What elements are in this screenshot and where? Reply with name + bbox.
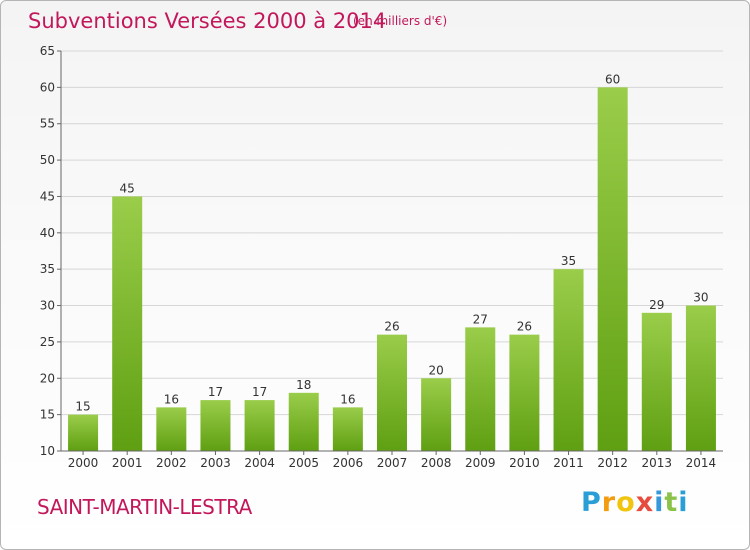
- y-tick-label: 50: [40, 153, 55, 167]
- y-tick-label: 15: [40, 408, 55, 422]
- value-label: 29: [649, 298, 664, 312]
- bar-2012: [597, 87, 628, 452]
- y-tick-label: 10: [40, 444, 55, 458]
- x-tick-label: 2008: [421, 456, 452, 470]
- value-label: 60: [605, 72, 620, 86]
- bar-2008: [421, 378, 452, 451]
- y-tick-label: 45: [40, 189, 55, 203]
- y-tick-label: 65: [40, 44, 55, 58]
- bar-2007: [376, 334, 407, 451]
- x-tick-label: 2005: [288, 456, 319, 470]
- x-tick-label: 2004: [244, 456, 275, 470]
- proxiti-logo: Proxiti: [581, 487, 689, 518]
- value-label: 17: [252, 385, 267, 399]
- bar-2011: [553, 269, 584, 451]
- y-tick-label: 35: [40, 262, 55, 276]
- x-tick-label: 2014: [686, 456, 717, 470]
- x-tick-label: 2013: [642, 456, 673, 470]
- value-label: 16: [164, 392, 179, 406]
- unit-label: (en milliers d'€): [353, 14, 448, 28]
- x-tick-label: 2000: [68, 456, 99, 470]
- value-label: 35: [561, 254, 576, 268]
- value-label: 16: [340, 392, 355, 406]
- x-tick-label: 2009: [465, 456, 496, 470]
- x-tick-label: 2010: [509, 456, 540, 470]
- x-tick-label: 2011: [553, 456, 584, 470]
- value-label: 26: [384, 320, 399, 334]
- y-tick-label: 20: [40, 371, 55, 385]
- value-label: 30: [693, 291, 708, 305]
- value-label: 18: [296, 378, 311, 392]
- y-tick-label: 55: [40, 117, 55, 131]
- bar-2001: [112, 196, 143, 451]
- bar-2004: [244, 400, 275, 451]
- value-label: 27: [473, 312, 488, 326]
- bar-2002: [156, 407, 187, 451]
- value-label: 20: [428, 363, 443, 377]
- bar-2013: [641, 312, 672, 451]
- x-tick-label: 2006: [333, 456, 364, 470]
- x-tick-label: 2012: [597, 456, 628, 470]
- bar-2003: [200, 400, 231, 451]
- value-label: 26: [517, 320, 532, 334]
- bar-2006: [332, 407, 363, 451]
- value-label: 45: [120, 181, 135, 195]
- y-tick-label: 25: [40, 335, 55, 349]
- y-tick-label: 60: [40, 80, 55, 94]
- bar-2000: [68, 414, 99, 451]
- bar-2009: [465, 327, 496, 451]
- x-tick-label: 2007: [377, 456, 408, 470]
- chart-title: Subventions Versées 2000 à 2014: [28, 9, 387, 33]
- bar-2005: [288, 392, 319, 451]
- x-tick-label: 2003: [200, 456, 231, 470]
- y-tick-label: 30: [40, 299, 55, 313]
- value-label: 17: [208, 385, 223, 399]
- bar-2010: [509, 334, 540, 451]
- y-tick-label: 40: [40, 226, 55, 240]
- x-tick-label: 2001: [112, 456, 143, 470]
- bar-2014: [685, 305, 716, 451]
- value-label: 15: [75, 400, 90, 414]
- commune-name: SAINT-MARTIN-LESTRA: [37, 495, 252, 519]
- x-tick-label: 2002: [156, 456, 187, 470]
